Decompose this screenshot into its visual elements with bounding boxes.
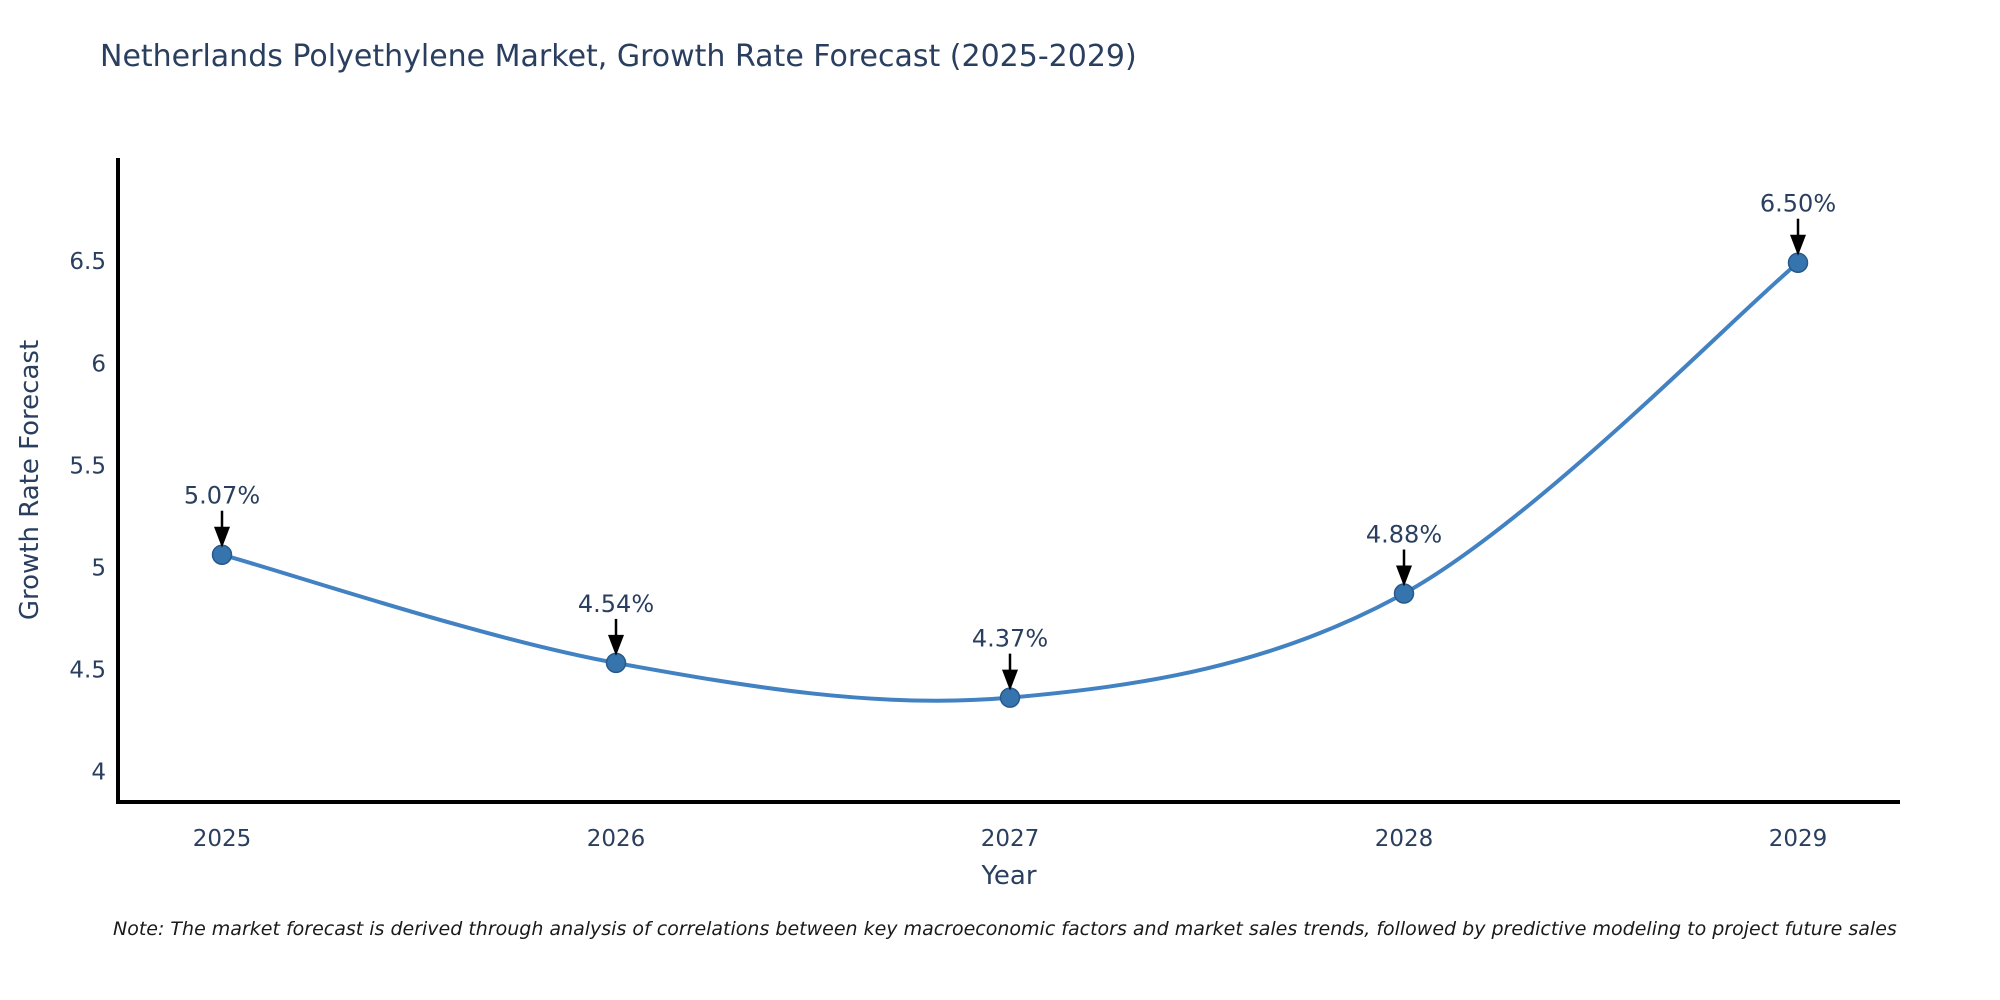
annotation-arrowhead [1002, 669, 1018, 691]
x-tick-label: 2029 [1769, 826, 1828, 852]
y-tick-label: 5.5 [69, 453, 106, 479]
footnote: Note: The market forecast is derived thr… [113, 918, 1897, 940]
x-tick-label: 2028 [1375, 826, 1434, 852]
data-point-marker [211, 544, 233, 565]
point-annotation-label: 6.50% [1760, 190, 1836, 218]
y-tick-label: 4 [91, 760, 106, 786]
y-tick-label: 4.5 [69, 658, 106, 684]
point-annotation-label: 5.07% [184, 482, 260, 510]
data-point-marker [1787, 252, 1809, 273]
y-tick-label: 6.5 [69, 249, 106, 275]
y-axis-title: Growth Rate Forecast [15, 340, 45, 620]
x-axis-title: Year [980, 861, 1036, 891]
annotation-arrowhead [214, 526, 230, 548]
annotation-arrowhead [608, 634, 624, 656]
y-tick-label: 5 [91, 556, 106, 582]
annotation-arrowhead [1790, 234, 1806, 256]
y-tick-label: 6 [91, 351, 106, 377]
x-tick-label: 2025 [193, 826, 252, 852]
point-annotation-label: 4.54% [578, 590, 654, 618]
x-tick-label: 2027 [981, 826, 1040, 852]
point-annotation-label: 4.88% [1366, 521, 1442, 549]
chart-title: Netherlands Polyethylene Market, Growth … [100, 39, 1137, 74]
x-tick-label: 2026 [587, 826, 646, 852]
annotation-arrowhead [1396, 565, 1412, 587]
data-point-marker [999, 687, 1021, 708]
point-annotation-label: 4.37% [972, 625, 1048, 653]
data-point-marker [605, 652, 627, 674]
data-point-marker [1393, 583, 1415, 604]
